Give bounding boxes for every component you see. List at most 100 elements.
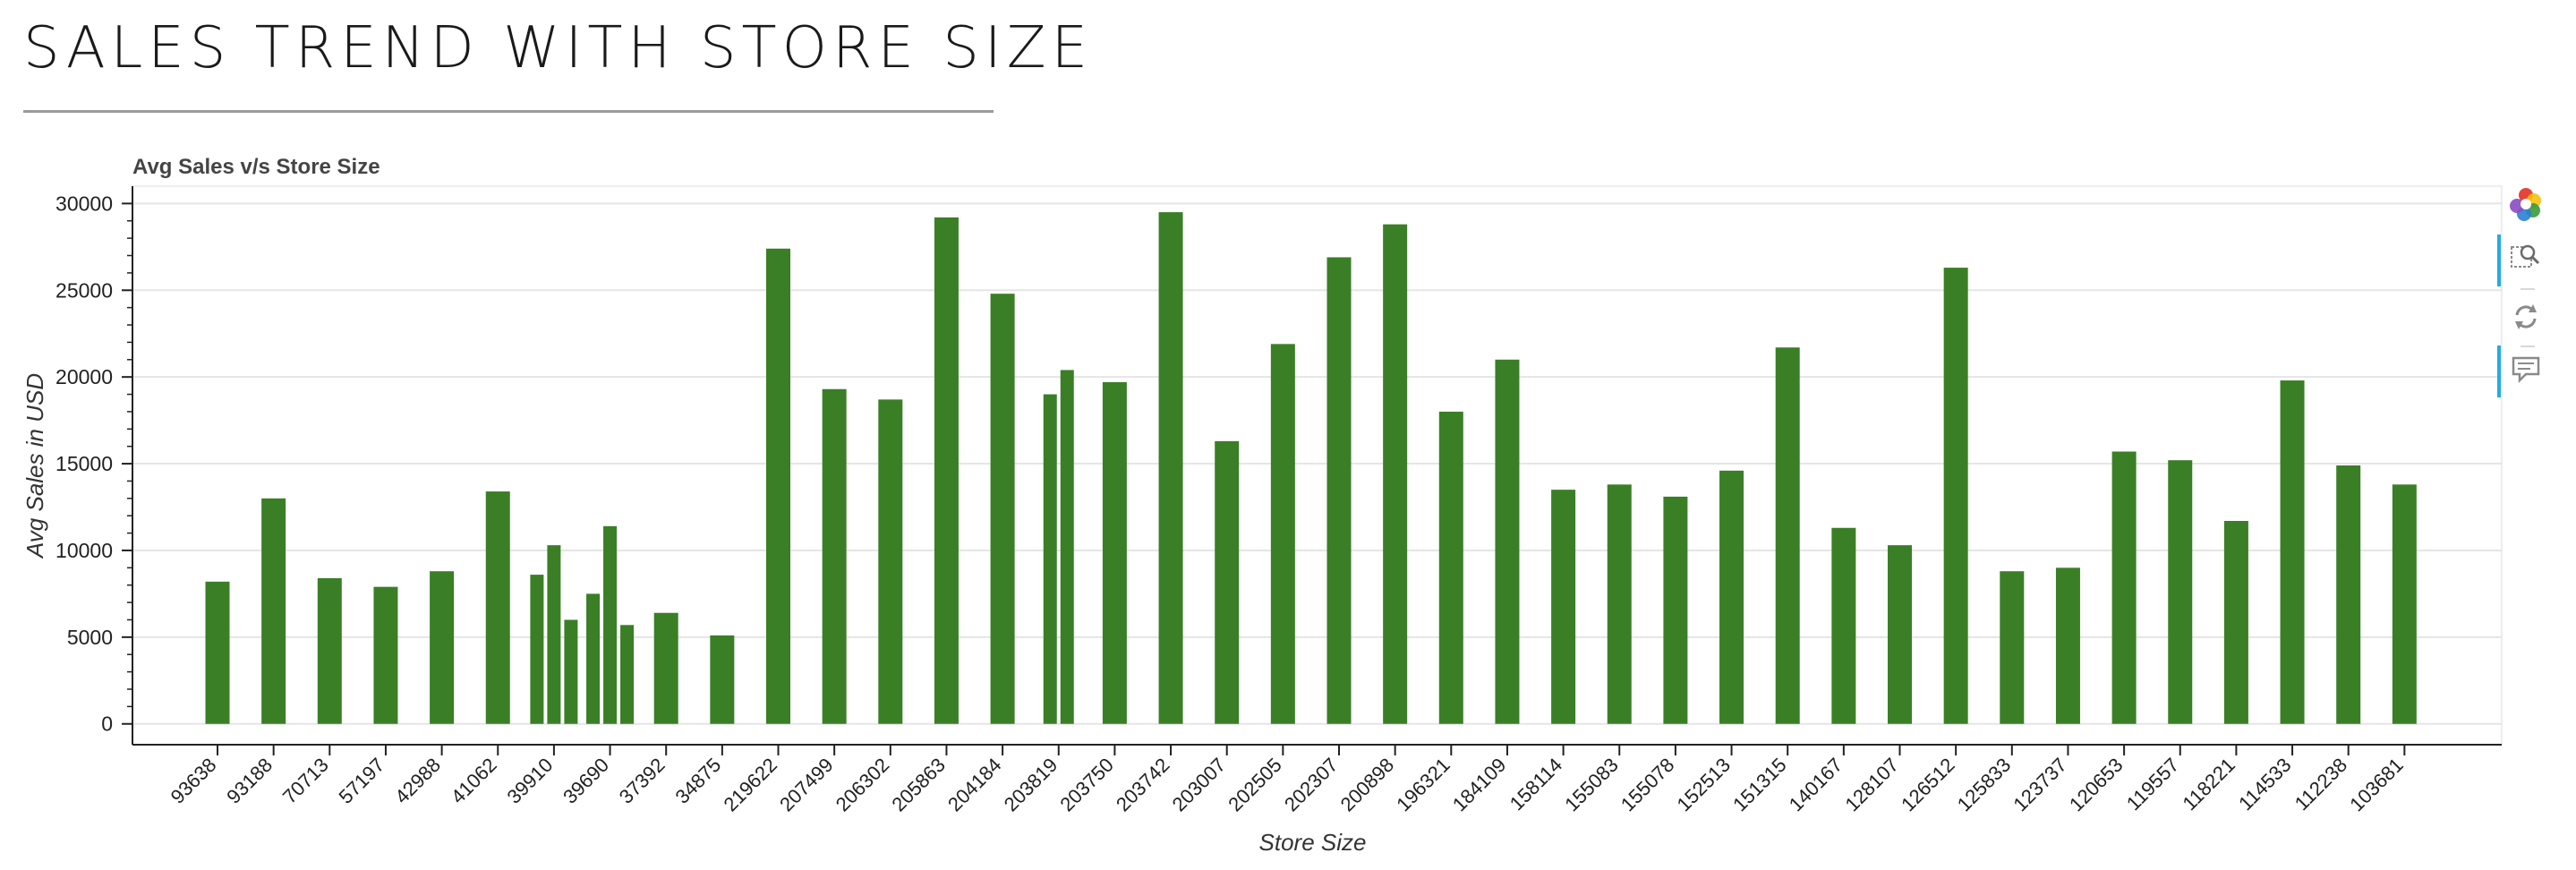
x-tick-label: 128107 xyxy=(1840,754,1903,816)
x-tick-label: 155083 xyxy=(1560,754,1623,816)
x-tick-label: 120653 xyxy=(2065,754,2128,816)
x-tick-label: 184109 xyxy=(1448,754,1511,816)
bar xyxy=(1102,381,1127,724)
bar xyxy=(822,388,847,724)
bokeh-logo-button[interactable] xyxy=(2497,181,2551,226)
x-tick-label: 42988 xyxy=(390,754,445,808)
x-tick-label: 206302 xyxy=(832,754,894,816)
bar-chart: Avg Sales v/s Store Size 0 5000 10000 15000 2… xyxy=(21,155,2503,856)
bar xyxy=(934,217,959,724)
bokeh-logo-icon xyxy=(2510,188,2541,221)
y-tick-label: 30000 xyxy=(55,192,113,215)
bar xyxy=(2055,567,2080,724)
box-zoom-icon xyxy=(2511,244,2540,268)
bar xyxy=(1326,257,1352,724)
bar xyxy=(1943,268,1968,724)
bar xyxy=(653,612,678,724)
bar xyxy=(990,294,1015,724)
x-tick-label: 57197 xyxy=(335,754,389,808)
bar xyxy=(1719,470,1744,724)
bar xyxy=(485,491,510,724)
x-tick-label: 140167 xyxy=(1785,754,1847,816)
bar xyxy=(586,593,601,724)
bar xyxy=(1270,344,1295,724)
x-tick-label: 125833 xyxy=(1953,754,2016,816)
active-indicator xyxy=(2497,235,2501,286)
bar xyxy=(1663,496,1688,724)
x-tick-label: 202307 xyxy=(1280,754,1343,816)
x-tick-label: 41062 xyxy=(447,754,501,808)
y-tick-label: 25000 xyxy=(55,278,113,302)
x-tick-label: 203007 xyxy=(1168,754,1231,816)
bar xyxy=(603,525,618,724)
x-tick-label: 93638 xyxy=(166,754,221,808)
x-tick-label: 219622 xyxy=(719,754,781,816)
x-tick-label: 203750 xyxy=(1055,754,1118,816)
bar xyxy=(373,586,398,724)
x-tick-label: 112238 xyxy=(2290,754,2351,815)
bar xyxy=(530,575,544,724)
x-tick-label: 37392 xyxy=(615,754,670,808)
bar xyxy=(1831,527,1856,724)
x-tick-label: 196321 xyxy=(1392,754,1454,816)
y-tick-label: 20000 xyxy=(55,365,113,388)
page-title: SALES TREND WITH STORE SIZE xyxy=(23,15,1093,81)
x-tick-label: 205863 xyxy=(887,754,950,816)
bar xyxy=(1043,394,1057,724)
x-tick-label: 203742 xyxy=(1112,754,1174,816)
bar xyxy=(878,399,903,724)
bar xyxy=(1060,370,1074,724)
x-tick-label: 202505 xyxy=(1224,754,1286,816)
y-tick-label: 0 xyxy=(101,712,113,736)
x-tick-label: 70713 xyxy=(278,754,333,808)
bar xyxy=(710,635,735,724)
x-tick-label: 93188 xyxy=(222,754,277,808)
x-tick-label: 39690 xyxy=(559,754,613,808)
x-tick-label: 126512 xyxy=(1897,754,1959,816)
x-tick-label: 207499 xyxy=(775,754,838,816)
y-tick-label: 15000 xyxy=(55,452,113,475)
y-tick-label: 10000 xyxy=(55,539,113,562)
x-tick-label: 118221 xyxy=(2179,754,2239,815)
x-tick-label: 152513 xyxy=(1672,754,1735,816)
hover-icon xyxy=(2512,356,2540,384)
x-tick-label: 34875 xyxy=(670,754,725,808)
bar xyxy=(2168,460,2193,724)
x-tick-label: 204184 xyxy=(943,754,1006,816)
box-zoom-button[interactable] xyxy=(2497,235,2551,286)
bar xyxy=(2111,451,2137,724)
x-tick-label: 103681 xyxy=(2345,754,2408,816)
chart-toolbar xyxy=(2497,179,2560,412)
bar xyxy=(1607,484,1632,724)
x-tick-label: 119557 xyxy=(2122,754,2183,815)
hover-button[interactable] xyxy=(2497,345,2551,397)
title-divider xyxy=(23,110,994,113)
x-tick-label: 114533 xyxy=(2234,754,2295,815)
bar xyxy=(1551,490,1576,724)
y-axis-label: Avg Sales in USD xyxy=(21,373,48,559)
y-tick-label: 5000 xyxy=(67,626,113,649)
bar xyxy=(1215,440,1240,724)
bar xyxy=(547,545,561,724)
bar xyxy=(564,619,578,724)
x-tick-label: 123737 xyxy=(2009,754,2071,816)
bar xyxy=(430,571,455,724)
bar xyxy=(2000,571,2025,724)
x-tick-label: 155078 xyxy=(1616,754,1679,816)
bar xyxy=(1495,359,1520,724)
x-tick-label: 151315 xyxy=(1728,754,1791,816)
x-tick-label: 200898 xyxy=(1336,754,1399,816)
bar xyxy=(2392,484,2417,724)
bar xyxy=(2280,380,2305,724)
bar xyxy=(317,577,342,724)
bar xyxy=(2336,465,2361,724)
bar xyxy=(261,498,286,724)
toolbar-divider xyxy=(2521,345,2535,347)
x-axis-label: Store Size xyxy=(1259,829,1367,856)
reset-button[interactable] xyxy=(2497,294,2551,338)
bar xyxy=(766,248,790,724)
bar xyxy=(1383,224,1408,724)
x-tick-label: 158114 xyxy=(1506,754,1566,815)
chart-title: Avg Sales v/s Store Size xyxy=(132,155,380,179)
bar xyxy=(1438,411,1463,724)
